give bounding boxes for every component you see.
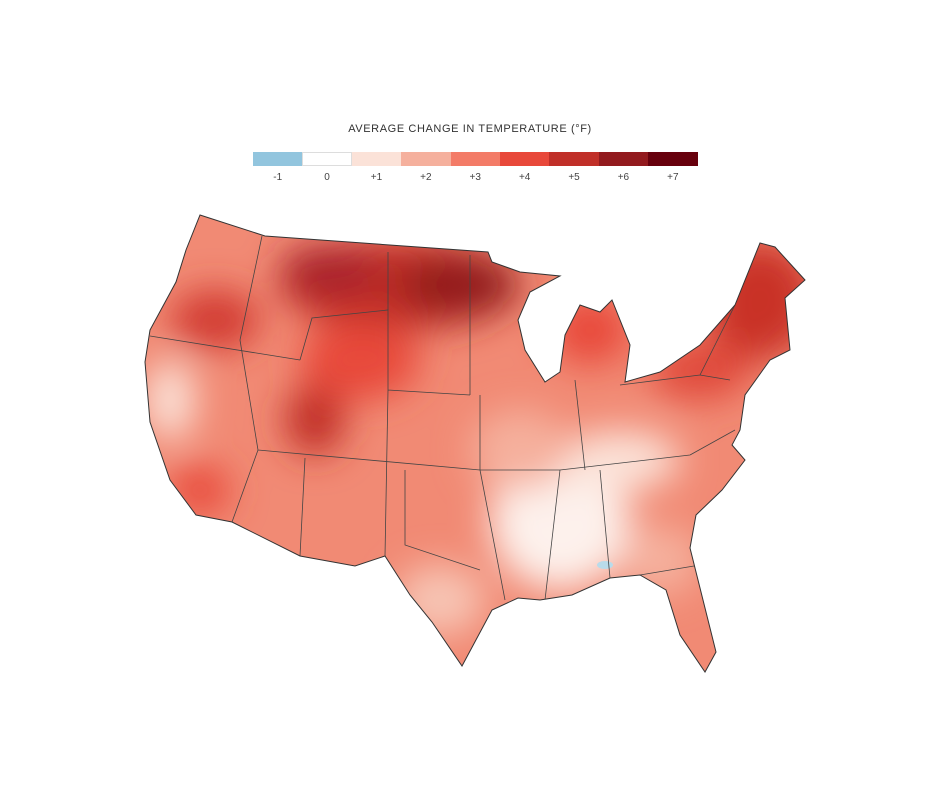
legend-bin: 0 bbox=[302, 152, 352, 183]
legend-label: +5 bbox=[568, 172, 580, 183]
legend-swatch bbox=[253, 152, 303, 166]
legend-swatch bbox=[302, 152, 352, 166]
legend-bin: +3 bbox=[450, 152, 500, 183]
legend-bin: +1 bbox=[351, 152, 402, 183]
cooling-spot bbox=[597, 561, 613, 569]
legend-swatch bbox=[351, 152, 402, 166]
legend-label: +3 bbox=[469, 172, 481, 183]
legend-swatch bbox=[499, 152, 550, 166]
legend-label: +6 bbox=[617, 172, 630, 183]
legend-swatch bbox=[598, 152, 649, 166]
legend-bin: +7 bbox=[648, 152, 698, 183]
legend-label: +2 bbox=[420, 172, 432, 183]
legend-bin: +4 bbox=[499, 152, 550, 183]
legend-label: 0 bbox=[324, 172, 330, 183]
legend-bin: +2 bbox=[401, 152, 451, 183]
legend-label: +7 bbox=[667, 172, 679, 183]
legend-bin: +6 bbox=[598, 152, 649, 183]
legend-label: -1 bbox=[273, 172, 283, 183]
legend-swatch bbox=[648, 152, 698, 166]
legend-bin: +5 bbox=[549, 152, 599, 183]
state-boundaries bbox=[149, 235, 736, 601]
legend-swatch bbox=[450, 152, 500, 166]
legend-label: +1 bbox=[370, 172, 383, 183]
legend-swatch bbox=[401, 152, 451, 166]
legend-swatch bbox=[549, 152, 599, 166]
legend-title: AVERAGE CHANGE IN TEMPERATURE (°F) bbox=[348, 123, 592, 135]
legend-bin: -1 bbox=[253, 152, 303, 183]
color-legend: -1 0 +1 +2 +3 +4 +5 +6 +7 bbox=[253, 152, 698, 183]
legend-label: +4 bbox=[518, 172, 531, 183]
